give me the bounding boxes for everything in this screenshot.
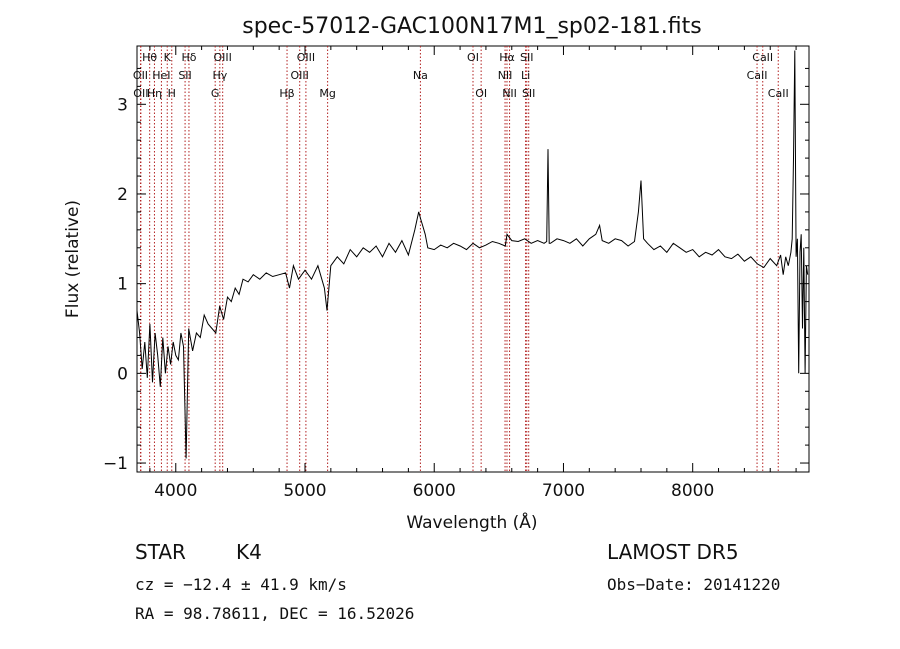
spectral-line-labels: Hθ OII OII HeI K Hη H Hδ SII OIII Hγ G Hβ OIII OIII Mg N… (133, 51, 789, 100)
spectrum-series-line (136, 50, 809, 459)
survey-release: LAMOST DR5 (607, 540, 739, 564)
y-axis-label: Flux (relative) (63, 200, 83, 318)
observation-date: Obs−Date: 20141220 (607, 575, 781, 594)
spectral-line-label: CaII (747, 69, 768, 82)
spectral-line-label: NII (502, 87, 517, 100)
spectral-line-label: OIII (291, 69, 309, 82)
spectral-line-markers (139, 46, 779, 472)
spectral-line-label: NII (498, 69, 513, 82)
spectral-line-label: OII (133, 87, 148, 100)
spectral-line-label: H (168, 87, 176, 100)
y-tick-label: 3 (117, 95, 128, 115)
spectral-line-label: OI (475, 87, 487, 100)
spectral-line-label: SII (520, 51, 533, 64)
chart-title: spec-57012-GAC100N17M1_sp02-181.fits (242, 14, 702, 39)
x-axis-label: Wavelength (Å) (406, 511, 537, 533)
spectral-line-label: Li (521, 69, 530, 82)
spectral-line-label: Hγ (212, 69, 227, 82)
spectral-line-label: OIII (213, 51, 231, 64)
y-tick-label: 2 (117, 185, 128, 205)
x-tick-label: 8000 (671, 481, 714, 501)
spectral-line-label: G (211, 87, 220, 100)
x-tick-label: 4000 (154, 481, 197, 501)
spectral-line-label: OII (133, 69, 148, 82)
spectral-line-label: SII (522, 87, 535, 100)
y-tick-label: −1 (103, 454, 128, 474)
spectral-line-label: OI (467, 51, 479, 64)
spectral-line-label: Mg (319, 87, 335, 100)
spectral-line-label: K (164, 51, 172, 64)
spectral-line-label: Hα (499, 51, 515, 64)
coordinates: RA = 98.78611, DEC = 16.52026 (135, 604, 415, 623)
spectral-subclass: K4 (236, 540, 262, 564)
x-tick-label: 7000 (542, 481, 585, 501)
y-tick-label: 1 (117, 275, 128, 295)
x-tick-label: 6000 (413, 481, 456, 501)
object-class: STAR (135, 540, 186, 564)
spectral-line-label: CaII (768, 87, 789, 100)
spectral-line-label: SII (178, 69, 191, 82)
spectral-line-label: Hη (147, 87, 162, 100)
x-tick-label: 5000 (283, 481, 326, 501)
spectral-line-label: CaII (752, 51, 773, 64)
spectral-line-label: Na (413, 69, 428, 82)
radial-velocity: cz = −12.4 ± 41.9 km/s (135, 575, 347, 594)
spectral-line-label: OIII (297, 51, 315, 64)
y-tick-label: 0 (117, 364, 128, 384)
spectral-line-label: Hθ (142, 51, 157, 64)
spectral-line-label: HeI (152, 69, 170, 82)
spectral-line-label: Hβ (279, 87, 294, 100)
spectral-line-label: Hδ (181, 51, 196, 64)
